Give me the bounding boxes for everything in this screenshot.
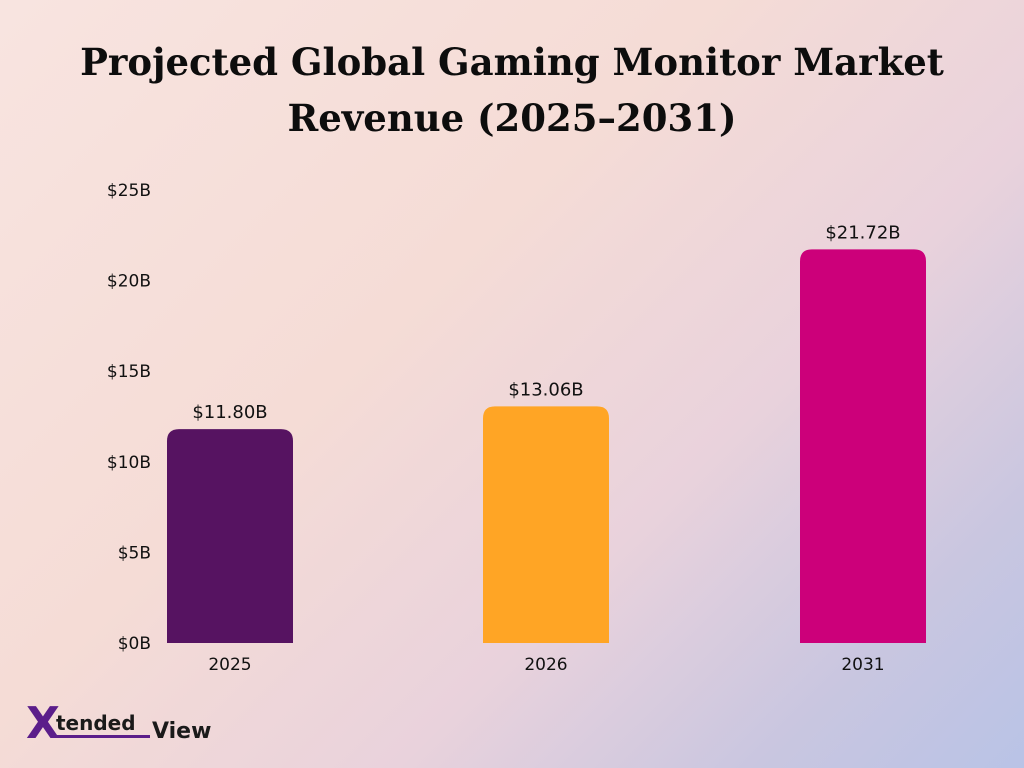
chart-title-line-1: Projected Global Gaming Monitor Market — [80, 40, 944, 84]
x-tick-label-2025: 2025 — [208, 655, 251, 675]
data-label-2026: $13.06B — [508, 379, 583, 400]
bars — [167, 249, 926, 643]
y-tick-label: $15B — [107, 362, 151, 382]
logo-word-view: View — [152, 719, 211, 744]
bar-2025 — [167, 429, 293, 643]
logo-word-tended: tended — [56, 711, 136, 735]
logo-mark: X — [26, 700, 60, 746]
chart-title-line-2: Revenue (2025–2031) — [287, 96, 737, 140]
x-tick-label-2031: 2031 — [841, 655, 884, 675]
bar-2026 — [483, 406, 609, 643]
logo-underline — [56, 735, 150, 738]
bar-2031 — [800, 249, 926, 643]
xtendedview-logo: X tended View — [26, 700, 211, 746]
chart-title: Projected Global Gaming Monitor Market R… — [62, 34, 962, 146]
y-tick-label: $25B — [107, 181, 151, 201]
data-label-2025: $11.80B — [192, 402, 267, 423]
y-tick-label: $10B — [107, 453, 151, 473]
x-axis-ticks: 2025 2026 2031 — [208, 655, 884, 675]
y-tick-label: $0B — [118, 634, 151, 654]
data-label-2031: $21.72B — [825, 222, 900, 243]
data-labels: $11.80B $13.06B $21.72B — [192, 222, 900, 423]
x-tick-label-2026: 2026 — [524, 655, 567, 675]
y-tick-label: $20B — [107, 272, 151, 292]
y-tick-label: $5B — [118, 543, 151, 563]
y-axis-ticks: $0B $5B $10B $15B $20B $25B — [107, 181, 151, 654]
